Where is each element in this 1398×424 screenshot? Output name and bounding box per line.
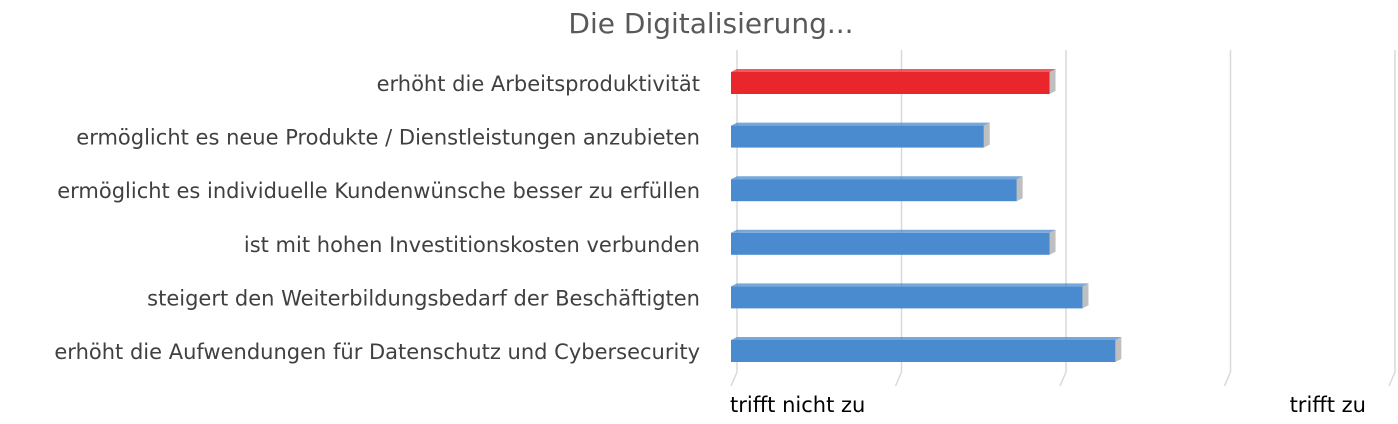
category-label: steigert den Weiterbildungsbedarf der Be…: [147, 286, 700, 310]
x-tick-label-low: trifft nicht zu: [730, 393, 865, 417]
bar-end: [1082, 283, 1089, 309]
chart-title: Die Digitalisierung...: [568, 7, 853, 40]
bar: [731, 69, 1056, 94]
bar-top: [731, 176, 1023, 180]
bar-end: [1016, 176, 1023, 202]
category-label: erhöht die Arbeitsproduktivität: [377, 72, 700, 96]
bar-face: [731, 125, 984, 148]
bar-end: [1115, 337, 1122, 362]
gridline-foot: [730, 371, 738, 387]
bar-face: [731, 72, 1050, 94]
bar: [731, 229, 1056, 255]
bar: [731, 283, 1089, 309]
category-label: ermöglicht es neue Produkte / Dienstleis…: [76, 126, 700, 150]
bar-top: [731, 337, 1122, 340]
gridline-foot: [1059, 371, 1067, 387]
bar-top: [731, 229, 1056, 233]
bar: [731, 337, 1122, 362]
category-label: ermöglicht es individuelle Kundenwünsche…: [57, 179, 700, 203]
bar-top: [731, 122, 990, 126]
bar-end: [1049, 69, 1056, 94]
bar-face: [731, 286, 1083, 309]
gridline-foot: [1388, 371, 1396, 387]
bar-face: [731, 232, 1050, 255]
bar-top: [731, 69, 1056, 72]
bar-face: [731, 179, 1017, 202]
bar: [731, 176, 1023, 202]
gridline-foot: [894, 371, 903, 387]
bar-top: [731, 283, 1089, 287]
bar-end: [1049, 229, 1056, 255]
bar-face: [731, 340, 1116, 362]
bar-end: [983, 122, 990, 148]
bar: [731, 122, 990, 148]
category-label: ist mit hohen Investitionskosten verbund…: [244, 233, 700, 257]
x-tick-label-high: trifft zu: [1290, 393, 1366, 417]
gridline-foot: [1223, 371, 1232, 387]
category-label: erhöht die Aufwendungen für Datenschutz …: [54, 340, 700, 364]
